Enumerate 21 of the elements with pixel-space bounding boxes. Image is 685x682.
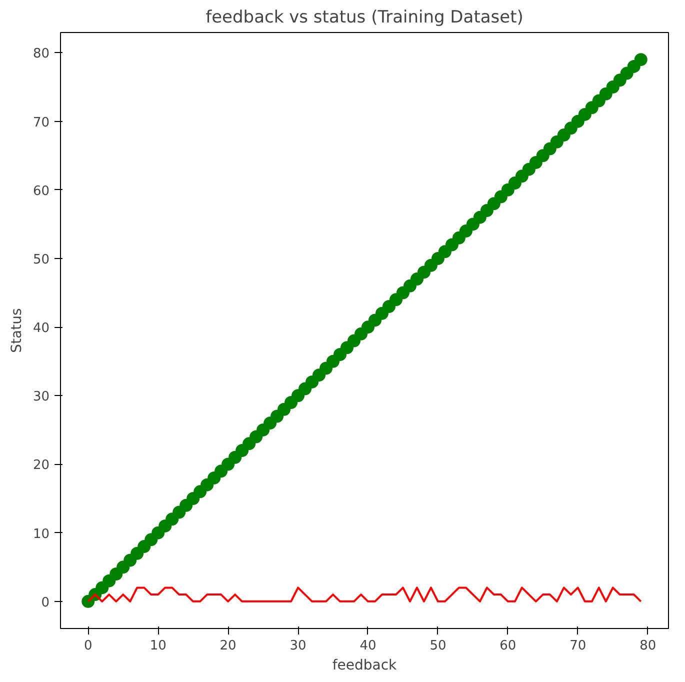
x-tick-label: 0 (84, 638, 92, 654)
x-tick-label: 10 (150, 638, 166, 654)
y-tick-label: 20 (32, 458, 50, 474)
x-tick-label: 50 (430, 638, 446, 654)
y-tick-label: 60 (32, 184, 50, 199)
y-tick-label: 0 (41, 595, 50, 610)
x-tick-label: 60 (500, 638, 516, 654)
y-tick-label: 10 (32, 526, 50, 542)
y-tick-label: 50 (32, 252, 50, 268)
y-tick-label: 80 (32, 46, 50, 62)
x-tick-label: 70 (570, 638, 586, 654)
x-tick-label: 80 (640, 638, 656, 654)
y-tick-label: 40 (32, 321, 50, 336)
y-axis-title: Status (8, 308, 25, 353)
x-axis-title: feedback (332, 658, 398, 674)
x-tick-label: 40 (360, 638, 376, 654)
y-tick-label: 30 (32, 390, 50, 405)
y-tick-label: 70 (32, 115, 50, 130)
chart-title: feedback vs status (Training Dataset) (206, 8, 524, 28)
x-tick-label: 30 (290, 638, 306, 654)
x-tick-label: 20 (220, 638, 236, 654)
